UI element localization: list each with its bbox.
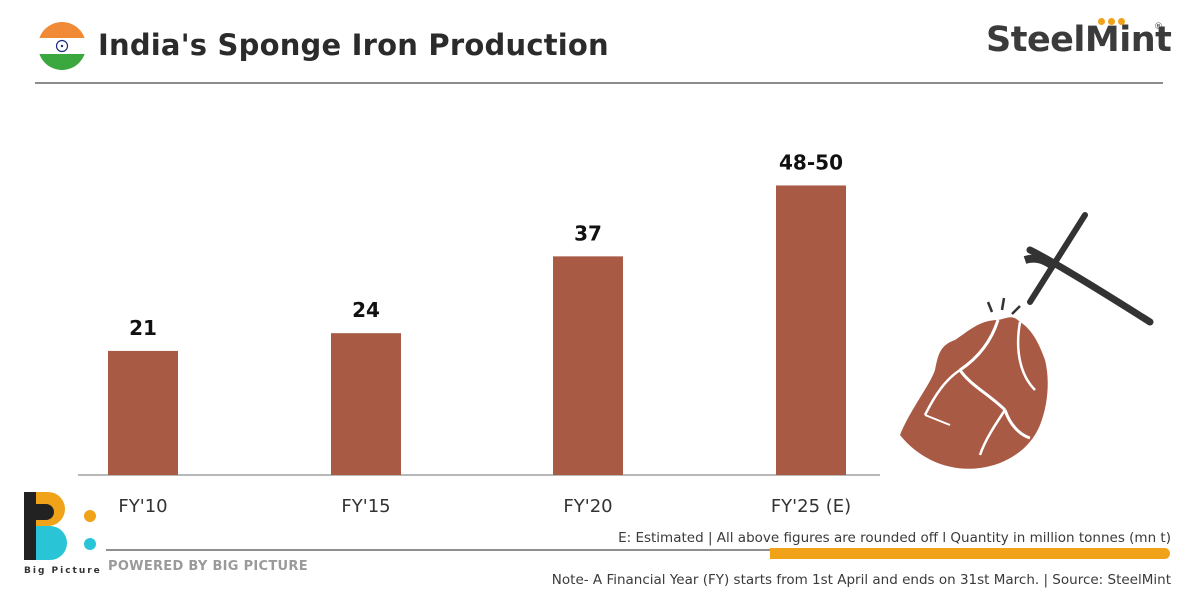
brand-registered-mark: ® (1154, 22, 1163, 32)
x-tick-label: FY'15 (341, 496, 390, 517)
brand-dot (1108, 18, 1115, 25)
big-picture-logo-icon (20, 490, 108, 580)
powered-by-text: POWERED BY BIG PICTURE (108, 559, 308, 574)
brand-name: SteelMint (986, 20, 1172, 60)
x-tick-label: FY'20 (563, 496, 612, 517)
brand-dot (1098, 18, 1105, 25)
bar (776, 185, 846, 476)
fy-source-note: Note- A Financial Year (FY) starts from … (551, 572, 1171, 588)
header-divider (35, 82, 1163, 84)
header: India's Sponge Iron Production SteelMint… (0, 0, 1200, 84)
page-title: India's Sponge Iron Production (98, 28, 609, 62)
data-label: 48-50 (779, 150, 843, 174)
data-label: 24 (352, 298, 380, 322)
bar (553, 256, 623, 475)
footer-divider (106, 549, 770, 551)
data-label: 37 (574, 221, 602, 245)
x-tick-label: FY'10 (118, 496, 167, 517)
estimate-note: E: Estimated | All above figures are rou… (618, 530, 1171, 546)
pickaxe-ore-icon (900, 212, 1154, 469)
bar-chart: 21 FY'10 24 FY'15 37 FY'20 48-50 FY'25 (E) (78, 150, 880, 517)
bar (331, 333, 401, 475)
footer-accent-bar (770, 548, 1170, 559)
logo-label: Big Picture (24, 566, 102, 576)
brand-dot (1118, 18, 1125, 25)
data-label: 21 (129, 316, 157, 340)
steelmint-logo: SteelMint ® (986, 18, 1172, 64)
bar (108, 350, 178, 475)
x-tick-label: FY'25 (E) (771, 496, 851, 517)
india-flag-icon (38, 22, 86, 70)
